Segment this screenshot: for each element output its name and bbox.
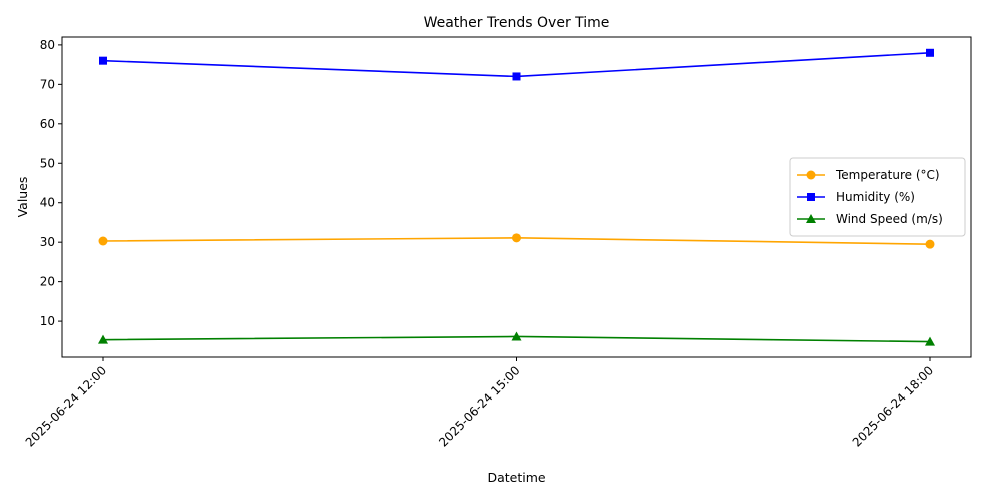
data-point <box>98 236 108 246</box>
legend-label: Temperature (°C) <box>835 168 940 182</box>
x-axis: 2025-06-24 12:00 2025-06-24 15:00 2025-06-… <box>23 357 936 450</box>
y-axis: 10 20 30 40 50 60 70 80 <box>40 38 62 328</box>
y-tick-label: 50 <box>40 156 55 170</box>
y-tick-label: 60 <box>40 117 55 131</box>
x-axis-label: Datetime <box>487 470 545 485</box>
data-point <box>99 56 107 65</box>
data-point <box>807 193 815 201</box>
x-tick-label: 2025-06-24 12:00 <box>23 363 109 449</box>
legend-box <box>789 157 966 237</box>
y-axis-label: Values <box>15 177 30 218</box>
x-tick-label: 2025-06-24 18:00 <box>850 363 936 449</box>
legend-item: Humidity (%) <box>797 190 915 204</box>
data-point <box>926 48 934 57</box>
y-tick-label: 20 <box>40 275 55 289</box>
series-layer <box>98 48 935 346</box>
y-tick-label: 70 <box>40 77 55 91</box>
data-point <box>925 336 935 346</box>
y-tick-label: 30 <box>40 235 55 249</box>
data-point <box>512 72 521 81</box>
data-point <box>806 214 816 223</box>
data-point <box>512 233 521 243</box>
legend-label: Wind Speed (m/s) <box>836 212 943 226</box>
data-point <box>925 239 935 249</box>
legend: Temperature (°C) Humidity (%) Wind Speed (… <box>789 157 966 237</box>
legend-item: Wind Speed (m/s) <box>797 212 943 226</box>
data-point <box>806 170 816 180</box>
y-tick-label: 10 <box>40 314 55 328</box>
series-humidity <box>99 48 934 81</box>
data-point <box>511 331 522 341</box>
data-point <box>98 334 108 344</box>
legend-label: Humidity (%) <box>836 190 915 204</box>
y-tick-label: 40 <box>40 196 55 210</box>
x-tick-label: 2025-06-24 15:00 <box>436 363 522 449</box>
legend-item: Temperature (°C) <box>797 168 940 182</box>
y-tick-label: 80 <box>40 38 55 52</box>
series-wind <box>98 331 935 346</box>
series-temperature <box>98 233 935 249</box>
chart-title: Weather Trends Over Time <box>424 15 610 31</box>
